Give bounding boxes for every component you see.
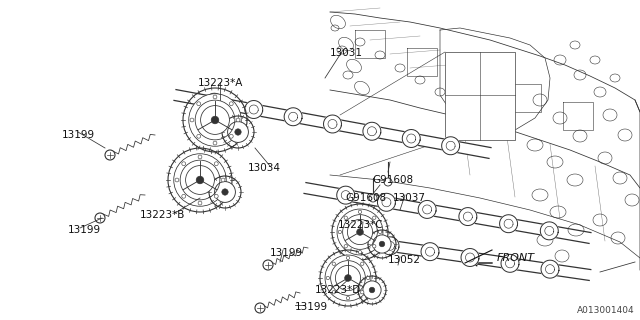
Circle shape xyxy=(363,281,381,299)
Polygon shape xyxy=(403,130,420,148)
Polygon shape xyxy=(378,193,396,211)
Circle shape xyxy=(358,251,362,254)
Polygon shape xyxy=(442,137,460,155)
Polygon shape xyxy=(205,93,223,111)
Polygon shape xyxy=(324,115,342,133)
Circle shape xyxy=(346,256,349,260)
Text: 13223*C: 13223*C xyxy=(338,220,383,230)
Circle shape xyxy=(360,262,364,265)
Circle shape xyxy=(337,209,383,255)
Text: 13223*B: 13223*B xyxy=(140,210,186,220)
Circle shape xyxy=(214,162,218,166)
Circle shape xyxy=(332,262,335,265)
Polygon shape xyxy=(461,249,479,267)
Circle shape xyxy=(214,194,218,198)
Circle shape xyxy=(326,276,330,280)
Circle shape xyxy=(95,213,105,223)
Text: 13031: 13031 xyxy=(330,48,363,58)
Circle shape xyxy=(229,134,233,138)
Circle shape xyxy=(190,118,194,122)
Circle shape xyxy=(369,287,375,293)
Circle shape xyxy=(198,155,202,159)
Circle shape xyxy=(346,297,349,300)
Text: 13199: 13199 xyxy=(62,130,95,140)
Polygon shape xyxy=(440,28,550,130)
Circle shape xyxy=(335,265,360,291)
Circle shape xyxy=(263,260,273,270)
Circle shape xyxy=(373,235,391,253)
Circle shape xyxy=(356,228,364,236)
Polygon shape xyxy=(501,254,519,272)
Circle shape xyxy=(198,201,202,205)
Circle shape xyxy=(325,255,371,301)
Polygon shape xyxy=(284,108,302,126)
Circle shape xyxy=(379,241,385,247)
Polygon shape xyxy=(500,215,518,233)
Circle shape xyxy=(338,230,342,234)
Polygon shape xyxy=(541,260,559,278)
Circle shape xyxy=(348,220,372,244)
Circle shape xyxy=(221,178,225,182)
Text: G91608: G91608 xyxy=(345,193,386,203)
Polygon shape xyxy=(381,237,399,255)
Circle shape xyxy=(200,106,229,134)
Circle shape xyxy=(369,194,377,202)
Circle shape xyxy=(332,291,335,294)
Circle shape xyxy=(229,102,233,106)
Circle shape xyxy=(236,118,240,122)
Circle shape xyxy=(228,122,248,142)
Circle shape xyxy=(105,150,115,160)
Circle shape xyxy=(174,154,227,206)
Circle shape xyxy=(214,181,236,203)
Polygon shape xyxy=(418,200,436,218)
Circle shape xyxy=(378,230,382,234)
Polygon shape xyxy=(363,122,381,140)
Polygon shape xyxy=(349,235,591,280)
Circle shape xyxy=(182,194,186,198)
Circle shape xyxy=(196,102,200,106)
Text: 13199: 13199 xyxy=(270,248,303,258)
Circle shape xyxy=(344,216,348,220)
Circle shape xyxy=(255,303,265,313)
Text: A013001404: A013001404 xyxy=(577,306,635,315)
Circle shape xyxy=(182,162,186,166)
Polygon shape xyxy=(337,186,355,204)
Circle shape xyxy=(189,94,241,146)
Circle shape xyxy=(213,141,217,145)
Circle shape xyxy=(196,176,204,184)
Circle shape xyxy=(211,116,219,124)
Text: 13034: 13034 xyxy=(248,163,281,173)
Text: 13037: 13037 xyxy=(393,193,426,203)
Polygon shape xyxy=(459,208,477,226)
Circle shape xyxy=(222,189,228,195)
Polygon shape xyxy=(540,222,558,240)
Circle shape xyxy=(186,166,214,194)
Circle shape xyxy=(372,216,376,220)
Polygon shape xyxy=(244,100,263,118)
Circle shape xyxy=(235,129,241,135)
Bar xyxy=(445,52,515,140)
Polygon shape xyxy=(304,183,591,244)
Text: 13199: 13199 xyxy=(295,302,328,312)
Text: FRONT: FRONT xyxy=(497,253,535,263)
Text: G91608: G91608 xyxy=(372,175,413,185)
Polygon shape xyxy=(174,90,491,158)
Circle shape xyxy=(344,275,351,281)
Circle shape xyxy=(384,178,392,186)
Circle shape xyxy=(372,244,376,248)
Circle shape xyxy=(196,134,200,138)
Circle shape xyxy=(175,178,179,182)
Circle shape xyxy=(367,276,370,280)
Text: 13223*D: 13223*D xyxy=(315,285,361,295)
Text: 13199: 13199 xyxy=(68,225,101,235)
Circle shape xyxy=(360,291,364,294)
Circle shape xyxy=(344,244,348,248)
Text: 13052: 13052 xyxy=(388,255,421,265)
Circle shape xyxy=(213,95,217,99)
Polygon shape xyxy=(421,243,439,260)
Circle shape xyxy=(358,210,362,213)
Text: 13223*A: 13223*A xyxy=(198,78,243,88)
